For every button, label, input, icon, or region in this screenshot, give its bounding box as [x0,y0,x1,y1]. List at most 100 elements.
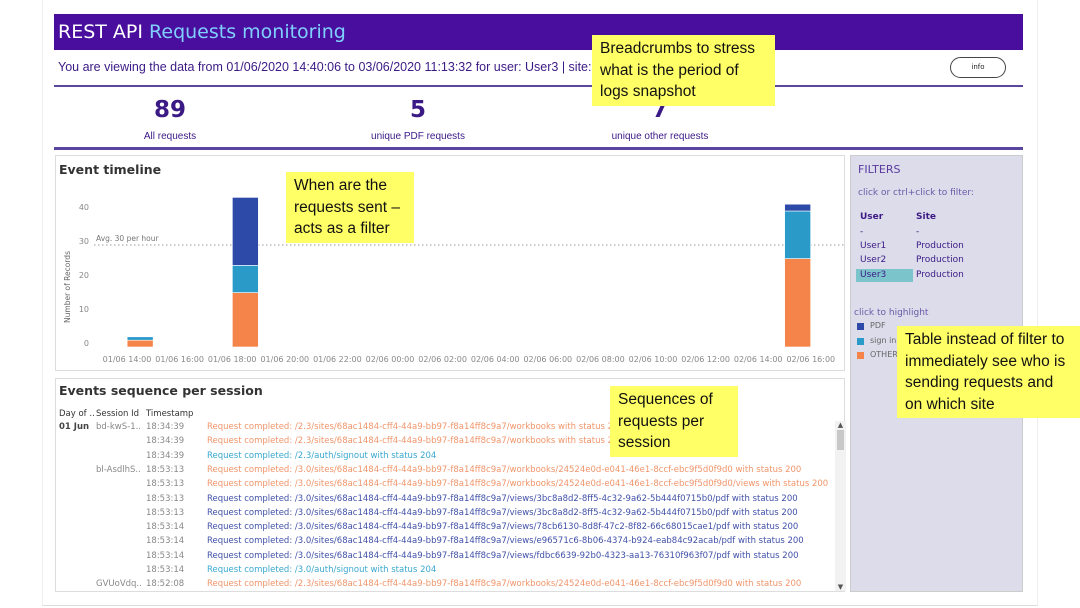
header-timestamp[interactable]: Timestamp [146,409,194,419]
legend-swatch [857,323,864,330]
panel-title: Events sequence per session [59,383,263,398]
cell-session: bd-kwS-1.. [96,422,142,432]
info-button[interactable]: info [950,57,1006,78]
highlight-hint: click to highlight [854,308,929,318]
cell-event: Request completed: /3.0/auth/signout wit… [207,565,437,575]
bar-segment-sign-in[interactable] [232,265,259,293]
cell-timestamp: 18:34:39 [146,422,185,432]
cell-event: Request completed: /3.0/sites/68ac1484-c… [207,464,802,475]
bar-segment-sign-in[interactable] [784,210,811,259]
filter-row[interactable]: User3 Production [856,268,1016,282]
cell-timestamp: 18:53:13 [146,507,185,518]
cell-timestamp: 18:53:13 [146,464,185,475]
filter-site[interactable]: - [916,227,920,237]
x-tick-label: 02/06 00:00 [366,355,415,364]
bar-segment-other[interactable] [126,339,154,348]
scrollbar[interactable]: ▲ ▼ [835,421,846,591]
filter-row[interactable]: User2 Production [856,254,1016,267]
table-row[interactable]: 18:53:14 Request completed: /3.0/sites/6… [56,551,836,565]
cell-event: Request completed: /3.0/sites/68ac1484-c… [207,536,804,547]
cell-day: 01 Jun [59,422,90,432]
column-user: User [860,212,884,222]
breadcrumb: You are viewing the data from 01/06/2020… [58,60,608,74]
bar-segment-sign-in[interactable] [126,336,154,341]
scrollbar-thumb[interactable] [837,430,844,450]
cell-timestamp: 18:53:14 [146,550,185,561]
kpi-all-requests: 89 All requests [70,96,270,143]
x-tick-label: 02/06 12:00 [681,355,730,364]
cell-timestamp: 18:53:14 [146,565,185,575]
x-tick-label: 01/06 20:00 [260,355,309,364]
table-row[interactable]: 18:53:14 Request completed: /3.0/sites/6… [56,536,836,550]
filter-row[interactable]: - - [856,226,1016,239]
legend-label: OTHER [870,350,898,359]
bar-segment-other[interactable] [784,258,811,348]
filter-user[interactable]: User2 [860,255,887,266]
cell-session: bl-AsdlhS.. [96,464,141,475]
filter-user[interactable]: User1 [860,241,887,252]
header-session[interactable]: Session Id [96,409,140,419]
x-tick-label: 02/06 02:00 [418,355,467,364]
dashboard-frame [42,0,1038,606]
table-row[interactable]: 01 Jun bd-kwS-1.. 18:34:39 Request compl… [56,422,836,436]
x-tick-label: 02/06 06:00 [523,355,572,364]
filter-site[interactable]: Production [916,241,964,252]
cell-timestamp: 18:52:08 [146,579,185,590]
legend-swatch [857,337,864,345]
kpi-pdf-requests: 5 unique PDF requests [318,96,518,143]
legend-swatch [857,352,864,359]
table-row[interactable]: 18:53:13 Request completed: /3.0/sites/6… [56,494,836,508]
y-axis-label: Number of Records [63,251,72,323]
title-main: REST API [58,21,143,43]
y-tick-label: 20 [79,271,89,280]
bar-segment-pdf[interactable] [232,197,259,266]
cell-timestamp: 18:53:14 [146,536,185,547]
filter-user[interactable]: - [860,227,864,237]
bar-segment-pdf[interactable] [784,203,811,212]
y-tick-label: 30 [79,237,89,246]
filter-user[interactable]: User3 [856,268,913,282]
filter-row[interactable]: User1 Production [856,240,1016,253]
legend-label: sign in [870,335,897,345]
table-header: Day of .. Session Id Timestamp [56,409,836,423]
table-row[interactable]: 18:53:13 Request completed: /3.0/sites/6… [56,479,836,493]
cell-session: GVUoVdq.. [96,579,142,590]
kpi-label: unique other requests [611,131,709,142]
filter-site[interactable]: Production [916,269,964,280]
column-site: Site [916,212,936,222]
x-tick-label: 02/06 16:00 [786,355,835,364]
table-row[interactable]: 18:34:39 Request completed: /2.3/sites/6… [56,436,836,450]
x-tick-label: 01/06 16:00 [155,355,204,364]
filter-hint: click or ctrl+click to filter: [858,188,974,198]
bar-segment-other[interactable] [232,292,259,348]
cell-timestamp: 18:53:13 [146,479,185,490]
annotation-timeline: When are the requests sent – acts as a f… [286,172,414,243]
table-row[interactable]: 18:53:14 Request completed: /3.0/sites/6… [56,522,836,536]
cell-event: Request completed: /3.0/sites/68ac1484-c… [207,493,798,504]
cell-timestamp: 18:34:39 [146,436,185,447]
table-row[interactable]: 18:53:14 Request completed: /3.0/auth/si… [56,565,836,579]
table-row[interactable]: 18:34:39 Request completed: /2.3/auth/si… [56,451,836,465]
scroll-up-icon[interactable]: ▲ [837,421,844,429]
y-tick-label: 0 [84,339,89,348]
cell-timestamp: 18:34:39 [146,450,185,461]
panel-title: Event timeline [59,162,162,177]
header-day[interactable]: Day of .. [59,409,95,419]
kpi-value: 5 [409,97,426,123]
annotation-sequences: Sequences of requests per session [610,386,738,457]
cell-event: Request completed: /3.0/sites/68ac1484-c… [207,507,798,518]
filters-title: FILTERS [858,163,901,176]
scroll-down-icon[interactable]: ▼ [837,583,844,591]
cell-event: Request completed: /2.3/sites/68ac1484-c… [207,422,624,432]
cell-timestamp: 18:53:14 [146,522,185,533]
annotation-breadcrumbs: Breadcrumbs to stress what is the period… [592,35,775,106]
filter-site[interactable]: Production [916,255,964,266]
cell-timestamp: 18:53:13 [146,493,185,504]
kpi-label: unique PDF requests [371,131,465,142]
cell-event: Request completed: /3.0/sites/68ac1484-c… [207,550,799,561]
table-row[interactable]: 18:53:13 Request completed: /3.0/sites/6… [56,508,836,522]
x-tick-label: 01/06 22:00 [313,355,362,364]
table-row[interactable]: bl-AsdlhS.. 18:53:13 Request completed: … [56,465,836,479]
table-row[interactable]: GVUoVdq.. 18:52:08 Request completed: /2… [56,579,836,593]
